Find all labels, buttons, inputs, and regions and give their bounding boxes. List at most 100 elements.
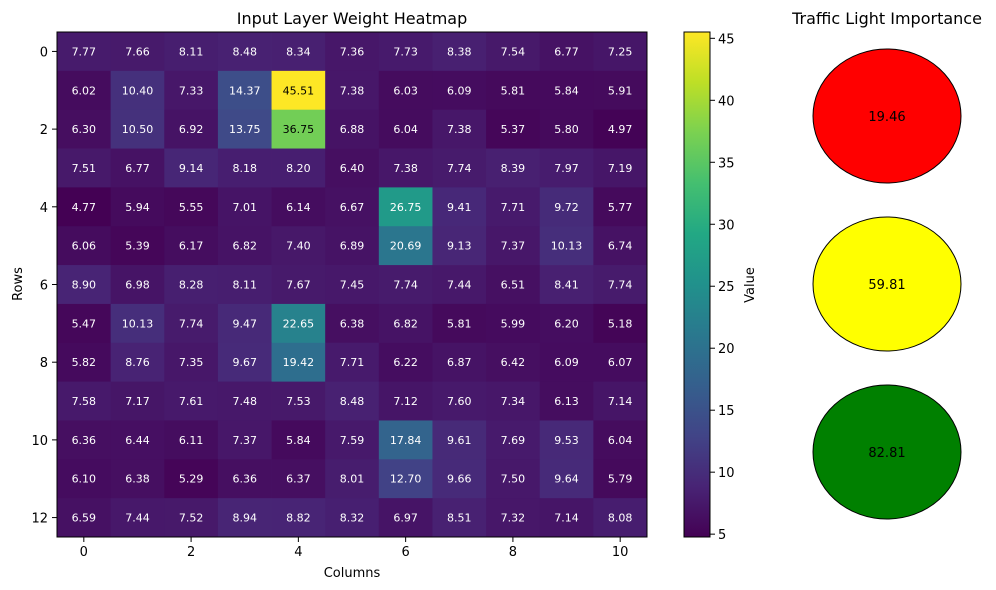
heatmap-cell-label: 9.13 [447, 240, 472, 253]
heatmap-cell-label: 7.71 [501, 201, 526, 214]
heatmap-cell [217, 109, 272, 149]
heatmap-cell [593, 420, 648, 460]
heatmap-cell-label: 7.74 [393, 279, 418, 292]
heatmap-cell [486, 109, 541, 149]
y-tick-label: 12 [31, 512, 48, 527]
heatmap-cell-label: 6.42 [501, 356, 526, 369]
heatmap-cell [486, 459, 541, 499]
heatmap-cell [57, 303, 112, 344]
heatmap-cell-label: 5.77 [608, 201, 633, 214]
heatmap-cell [57, 70, 112, 111]
colorbar-tick-label: 30 [718, 218, 735, 233]
heatmap-cell-label: 7.14 [554, 512, 579, 525]
heatmap-cell [217, 187, 272, 227]
heatmap-cell-label: 8.32 [340, 512, 365, 525]
heatmap-cell [432, 342, 487, 383]
heatmap-cell-label: 5.81 [447, 317, 472, 330]
heatmap-cell [593, 70, 648, 111]
heatmap-cell-label: 9.53 [554, 434, 579, 447]
heatmap-cell-label: 7.44 [125, 512, 150, 525]
heatmap-cell-label: 5.55 [179, 201, 204, 214]
heatmap-cell-label: 6.82 [393, 317, 418, 330]
heatmap-cell-label: 6.77 [125, 162, 150, 175]
heatmap-cell-label: 8.41 [554, 279, 579, 292]
heatmap-cell-label: 7.19 [608, 162, 633, 175]
heatmap-cell-label: 6.98 [125, 279, 150, 292]
colorbar-tick-label: 25 [718, 280, 735, 295]
heatmap-cell-label: 5.84 [286, 434, 311, 447]
heatmap-cell [271, 226, 326, 266]
heatmap-cell-label: 6.22 [393, 356, 418, 369]
heatmap-cell [271, 148, 326, 188]
heatmap-cell-label: 6.97 [393, 512, 418, 525]
y-tick-label: 8 [40, 356, 48, 371]
heatmap-cell-label: 6.10 [72, 473, 97, 486]
heatmap-cell [539, 459, 594, 499]
heatmap-cell-label: 14.37 [229, 84, 261, 97]
heatmap-cell-label: 9.41 [447, 201, 472, 214]
heatmap-cell-label: 7.50 [501, 473, 526, 486]
heatmap-cell [271, 459, 326, 499]
heatmap-cell-label: 7.71 [340, 356, 365, 369]
heatmap-cell-label: 7.25 [608, 45, 633, 58]
heatmap-cell-label: 10.50 [122, 123, 154, 136]
heatmap-cell [486, 381, 541, 421]
heatmap-cell-label: 6.38 [340, 317, 365, 330]
heatmap-cell [539, 109, 594, 149]
heatmap-cell-label: 7.40 [286, 240, 311, 253]
heatmap-cell-label: 12.70 [390, 473, 422, 486]
heatmap-cell-label: 6.04 [608, 434, 633, 447]
heatmap-cell-label: 7.74 [608, 279, 633, 292]
colorbar-tick-label: 40 [718, 94, 735, 109]
heatmap-cell-label: 5.80 [554, 123, 579, 136]
heatmap-cell-label: 5.91 [608, 84, 633, 97]
heatmap-cell [593, 187, 648, 227]
heatmap-cell [110, 148, 165, 188]
heatmap-cell [593, 265, 648, 305]
heatmap-cell-label: 7.69 [501, 434, 526, 447]
heatmap-cell [164, 303, 219, 344]
heatmap-cell-label: 19.42 [283, 356, 315, 369]
heatmap-cell-label: 8.90 [72, 279, 97, 292]
heatmap-cell-label: 13.75 [229, 123, 261, 136]
heatmap-cell [164, 459, 219, 499]
heatmap-cell [217, 148, 272, 188]
heatmap-cell [486, 187, 541, 227]
heatmap-cell-label: 6.67 [340, 201, 365, 214]
heatmap-cell [593, 148, 648, 188]
heatmap-cell-label: 6.92 [179, 123, 204, 136]
heatmap-cell [164, 420, 219, 460]
heatmap-cell-label: 8.39 [501, 162, 526, 175]
heatmap-cell-label: 7.38 [447, 123, 472, 136]
heatmap-cell [110, 265, 165, 305]
heatmap-cell [164, 187, 219, 227]
heatmap-cell [432, 70, 487, 111]
heatmap-cell [57, 148, 112, 188]
heatmap-cell-label: 5.82 [72, 356, 97, 369]
heatmap-cell-label: 7.60 [447, 395, 472, 408]
y-tick-label: 2 [40, 123, 48, 138]
heatmap-cell [539, 187, 594, 227]
heatmap-cell [110, 303, 165, 344]
heatmap-cell [593, 342, 648, 383]
heatmap-cell [378, 265, 433, 305]
x-tick-label: 2 [187, 545, 195, 560]
heatmap-cell [110, 109, 165, 149]
heatmap-cell-label: 7.44 [447, 279, 472, 292]
heatmap-cell [164, 381, 219, 421]
heatmap-cell-label: 6.02 [72, 84, 97, 97]
heatmap-cell [217, 459, 272, 499]
heatmap-cells [57, 32, 648, 538]
heatmap-cell-label: 5.39 [125, 240, 150, 253]
heatmap-cell [432, 148, 487, 188]
traffic-light-value: 59.81 [868, 278, 905, 293]
heatmap-cell-label: 6.03 [393, 84, 418, 97]
heatmap-cell-label: 17.84 [390, 434, 422, 447]
heatmap-cell [217, 381, 272, 421]
heatmap-cell [593, 32, 648, 72]
x-tick-label: 0 [80, 545, 88, 560]
heatmap-cell-label: 6.87 [447, 356, 472, 369]
heatmap-cell [110, 420, 165, 460]
heatmap-cell-label: 22.65 [283, 317, 315, 330]
x-tick-label: 8 [509, 545, 517, 560]
